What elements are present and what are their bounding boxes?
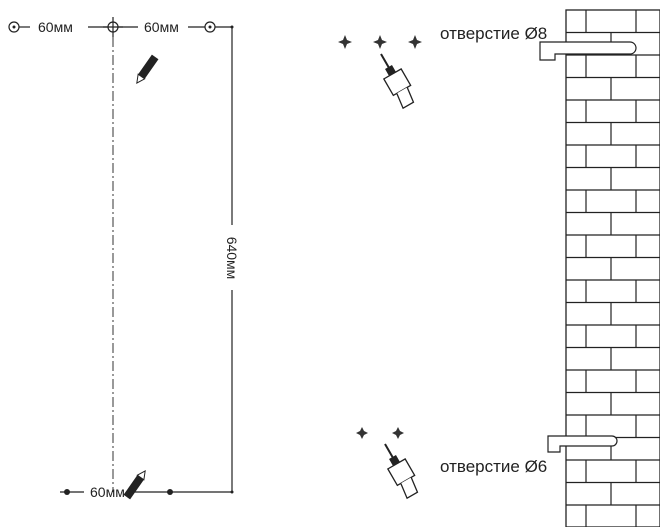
drill-body — [382, 68, 412, 97]
pencil-icon — [123, 469, 146, 500]
point — [373, 35, 387, 49]
drill-handle — [396, 87, 415, 110]
hole-dot — [208, 25, 212, 29]
drill-points — [356, 427, 404, 439]
point — [392, 427, 404, 439]
drill-body — [386, 458, 416, 487]
hole-label: отверстие Ø8 — [440, 24, 547, 43]
drill-icon — [380, 53, 415, 110]
pencil-body — [138, 54, 159, 79]
drill-bit — [384, 443, 394, 459]
wall-plug — [547, 435, 618, 453]
wall-plug — [539, 41, 637, 61]
drill-icon — [384, 443, 419, 500]
drill-points — [338, 35, 422, 49]
pencil-tip — [136, 469, 146, 481]
point — [356, 427, 368, 439]
top-dimension: 60мм 60мм — [8, 17, 232, 37]
hole-dot — [12, 25, 16, 29]
corner-dot — [230, 490, 234, 494]
drill-handle — [400, 477, 419, 500]
dim-label: 640мм — [224, 237, 240, 280]
drill-bit — [380, 53, 390, 69]
hole-mark — [167, 489, 173, 495]
pencil-icon — [136, 54, 159, 85]
dim-label: 60мм — [38, 19, 73, 35]
corner-dot — [230, 25, 234, 29]
bottom-dimension: 60мм — [60, 25, 234, 500]
pencil-body — [123, 475, 144, 500]
wall-face — [565, 9, 660, 527]
point — [408, 35, 422, 49]
dim-label: 60мм — [144, 19, 179, 35]
brick-wall — [565, 9, 660, 527]
dim-label: 60мм — [90, 484, 125, 500]
hole-label: отверстие Ø6 — [440, 457, 547, 476]
height-dimension: 640мм — [224, 27, 240, 492]
pencil-tip — [136, 73, 146, 85]
point — [338, 35, 352, 49]
